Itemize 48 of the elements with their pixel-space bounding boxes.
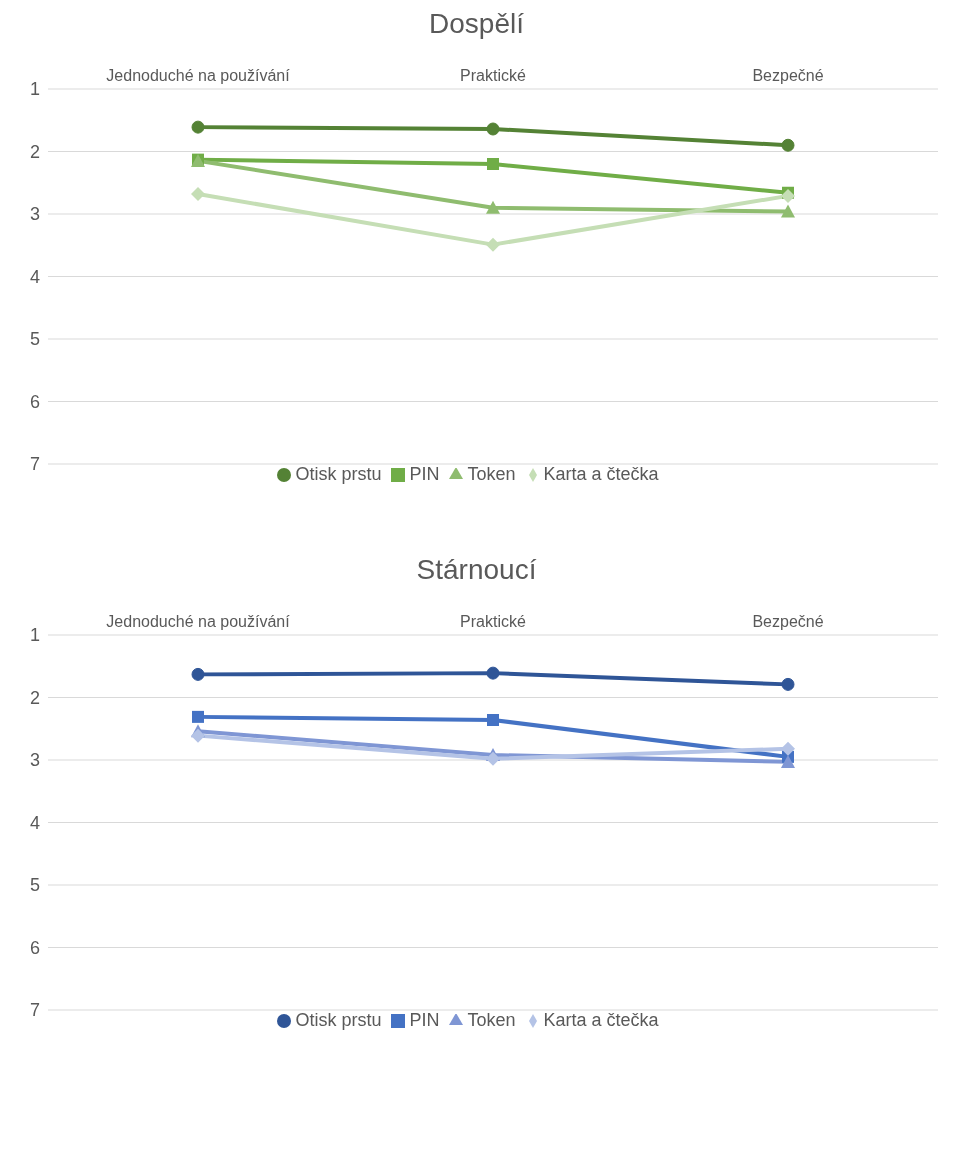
y-tick-label: 3 [29, 750, 40, 771]
y-tick-label: 7 [29, 1000, 40, 1021]
x-tick-label: Bezpečné [752, 67, 824, 84]
point [487, 714, 499, 726]
legend-label: PIN [409, 1010, 440, 1030]
y-tick-label: 7 [29, 454, 40, 475]
y-tick-label: 4 [29, 266, 40, 287]
y-tick-label: 4 [29, 812, 40, 833]
point [191, 667, 205, 681]
x-tick-label: Jednoduché na používání [106, 613, 291, 630]
x-tick-label: Bezpečné [752, 613, 824, 630]
point [191, 187, 205, 201]
chart-title: Dospělí [428, 8, 525, 40]
point [192, 710, 204, 723]
y-tick-label: 2 [29, 687, 40, 708]
legend-label: Otisk prstu [295, 1010, 382, 1030]
x-tick-label: Praktické [460, 67, 526, 84]
y-tick-label: 1 [29, 625, 40, 646]
chart-title: Stárnoucí [415, 554, 538, 586]
point [781, 741, 795, 756]
point [781, 677, 795, 691]
point [781, 188, 795, 203]
legend-label: Karta a čtečka [543, 464, 659, 484]
point [781, 754, 795, 768]
point [486, 200, 500, 214]
x-tick-label: Praktické [460, 613, 526, 630]
legend-label: PIN [409, 464, 440, 484]
point [486, 237, 500, 252]
y-tick-label: 2 [29, 141, 40, 162]
point [486, 751, 500, 766]
point [486, 122, 500, 136]
legend-label: Token [467, 464, 516, 484]
point [487, 158, 499, 170]
point [486, 666, 500, 680]
legend-label: Karta a čtečka [543, 1010, 659, 1030]
legend-label: Otisk prstu [295, 464, 382, 484]
y-tick-label: 5 [29, 875, 40, 896]
point [191, 120, 205, 134]
legend-label: Token [467, 1010, 516, 1030]
point [781, 138, 795, 152]
y-tick-label: 6 [29, 391, 40, 412]
y-tick-label: 1 [29, 79, 40, 100]
point [191, 728, 205, 743]
y-tick-label: 3 [29, 204, 40, 225]
x-tick-label: Jednoduché na používání [106, 67, 291, 84]
y-tick-label: 6 [29, 937, 40, 958]
y-tick-label: 5 [29, 329, 40, 350]
point [781, 204, 795, 218]
